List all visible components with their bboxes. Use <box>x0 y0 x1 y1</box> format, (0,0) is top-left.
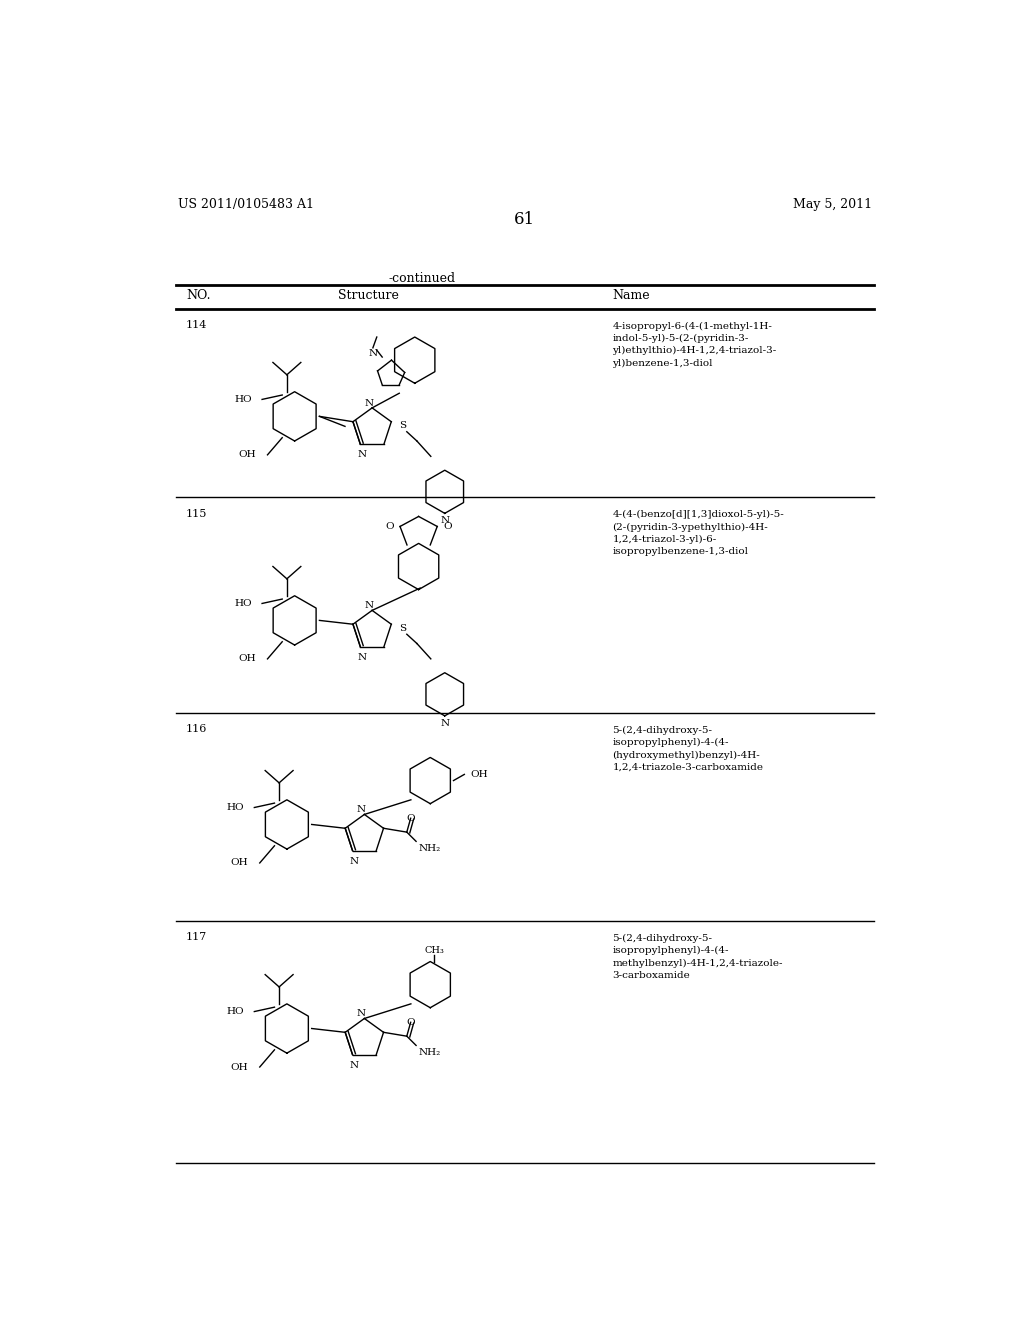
Text: N: N <box>357 653 367 661</box>
Text: OH: OH <box>471 770 488 779</box>
Text: O: O <box>407 1018 415 1027</box>
Text: N: N <box>349 857 358 866</box>
Text: US 2011/0105483 A1: US 2011/0105483 A1 <box>178 198 314 211</box>
Text: OH: OH <box>230 858 248 867</box>
Text: 5-(2,4-dihydroxy-5-
isopropylphenyl)-4-(4-
(hydroxymethyl)benzyl)-4H-
1,2,4-tria: 5-(2,4-dihydroxy-5- isopropylphenyl)-4-(… <box>612 726 763 772</box>
Text: HO: HO <box>226 803 245 812</box>
Text: CH₃: CH₃ <box>424 946 444 956</box>
Text: 116: 116 <box>186 725 208 734</box>
Text: 61: 61 <box>514 211 536 228</box>
Text: May 5, 2011: May 5, 2011 <box>793 198 872 211</box>
Text: S: S <box>399 623 407 632</box>
Text: 114: 114 <box>186 321 208 330</box>
Text: 117: 117 <box>186 932 208 942</box>
Text: NH₂: NH₂ <box>419 843 440 853</box>
Text: N: N <box>349 1061 358 1071</box>
Text: HO: HO <box>226 1007 245 1016</box>
Text: N: N <box>356 1010 366 1018</box>
Text: O: O <box>385 521 394 531</box>
Text: N: N <box>440 516 450 525</box>
Text: -continued: -continued <box>389 272 456 285</box>
Text: 4-(4-(benzo[d][1,3]dioxol-5-yl)-5-
(2-(pyridin-3-ypethylthio)-4H-
1,2,4-triazol-: 4-(4-(benzo[d][1,3]dioxol-5-yl)-5- (2-(p… <box>612 511 784 556</box>
Text: O: O <box>443 521 452 531</box>
Text: 4-isopropyl-6-(4-(1-methyl-1H-
indol-5-yl)-5-(2-(pyridin-3-
yl)ethylthio)-4H-1,2: 4-isopropyl-6-(4-(1-methyl-1H- indol-5-y… <box>612 322 776 368</box>
Text: S: S <box>399 421 407 430</box>
Text: OH: OH <box>239 450 256 459</box>
Text: OH: OH <box>239 655 256 664</box>
Text: N: N <box>357 450 367 459</box>
Text: Name: Name <box>612 289 650 302</box>
Text: O: O <box>407 813 415 822</box>
Text: N: N <box>365 399 374 408</box>
Text: N: N <box>365 602 374 610</box>
Text: N: N <box>356 805 366 814</box>
Text: NO.: NO. <box>186 289 211 302</box>
Text: 5-(2,4-dihydroxy-5-
isopropylphenyl)-4-(4-
methylbenzyl)-4H-1,2,4-triazole-
3-ca: 5-(2,4-dihydroxy-5- isopropylphenyl)-4-(… <box>612 933 783 979</box>
Text: NH₂: NH₂ <box>419 1048 440 1057</box>
Text: N: N <box>440 719 450 727</box>
Text: OH: OH <box>230 1063 248 1072</box>
Text: 115: 115 <box>186 508 208 519</box>
Text: N: N <box>369 350 378 359</box>
Text: HO: HO <box>234 395 252 404</box>
Text: HO: HO <box>234 599 252 609</box>
Text: Structure: Structure <box>338 289 398 302</box>
